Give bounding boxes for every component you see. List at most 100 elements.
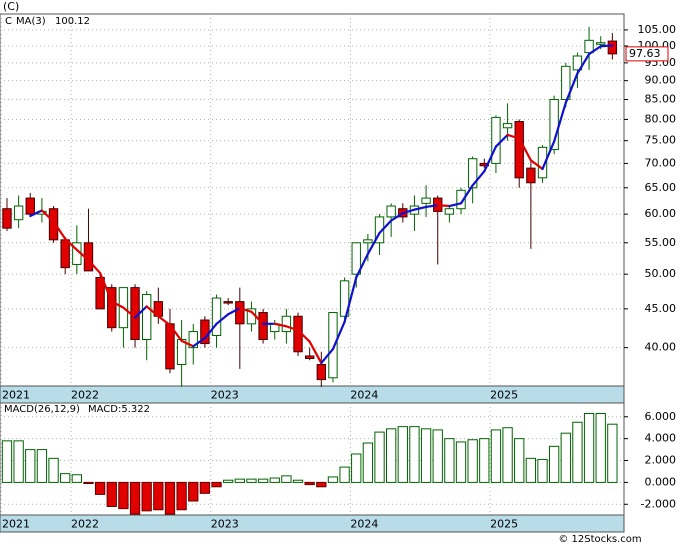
macd-bar xyxy=(199,481,211,494)
ma-line-segment xyxy=(168,324,183,342)
macd-bar xyxy=(490,429,502,483)
ma-line-segment xyxy=(448,202,463,208)
ma-line-segment xyxy=(75,248,90,262)
ma-line-segment xyxy=(308,340,323,365)
macd-bar xyxy=(537,458,548,483)
ma-line-segment xyxy=(122,306,137,319)
x-tick-label: 2024 xyxy=(350,389,378,402)
last-price-label: 97.63 xyxy=(629,47,661,60)
ma-line-segment xyxy=(599,44,614,48)
macd-bar xyxy=(351,453,362,483)
ma-line-segment xyxy=(99,271,113,303)
candle-body xyxy=(572,55,583,71)
candle-body xyxy=(328,312,338,379)
ma-line-segment xyxy=(390,212,404,222)
y-tick-label: 75.00 xyxy=(645,134,677,147)
candle-body xyxy=(107,287,117,329)
macd-bar xyxy=(223,479,234,483)
date-strip xyxy=(0,514,625,533)
candle-body xyxy=(386,205,396,218)
ma-line-segment xyxy=(40,209,55,223)
y-tick-label: 60.00 xyxy=(645,207,677,220)
macd-bar xyxy=(118,481,129,510)
candle-body xyxy=(25,197,35,215)
macd-bar xyxy=(269,477,280,483)
candle-body xyxy=(188,331,198,349)
y-tick-label: 2.000 xyxy=(645,454,677,467)
macd-bar xyxy=(211,481,222,488)
ma-line-segment xyxy=(331,320,346,351)
candle-body xyxy=(13,205,24,221)
ma-line-segment xyxy=(355,252,369,279)
x-tick-label: 2021 xyxy=(2,518,30,531)
macd-bar xyxy=(583,413,595,483)
macd-bar xyxy=(13,440,24,483)
y-tick-label: 85.00 xyxy=(645,92,677,105)
ma-line-segment xyxy=(343,276,358,323)
y-tick-label: 55.00 xyxy=(645,236,677,249)
y-tick-label: 65.00 xyxy=(645,181,677,194)
x-tick-label: 2025 xyxy=(490,518,518,531)
macd-bar xyxy=(397,426,408,483)
macd-bar xyxy=(502,427,513,483)
ma-line-segment xyxy=(553,101,567,143)
candle-body xyxy=(60,239,70,269)
ma-line-segment xyxy=(110,300,125,309)
legend-ma-name: MA(3) xyxy=(16,16,46,27)
macd-bar xyxy=(1,440,13,483)
candle-body xyxy=(304,355,315,360)
y-tick-label: 6.000 xyxy=(645,410,677,423)
y-tick-label: 45.00 xyxy=(645,302,677,315)
ma-line-segment xyxy=(378,219,393,235)
macd-bar xyxy=(525,457,537,483)
ma-line-segment xyxy=(483,145,498,173)
ma-line-segment xyxy=(285,325,300,332)
candle-body xyxy=(561,65,571,100)
macd-bar xyxy=(176,481,187,511)
candle-body xyxy=(351,242,361,275)
macd-bar xyxy=(257,478,269,483)
ma-line-segment xyxy=(471,170,486,187)
macd-bar xyxy=(374,431,385,483)
ma-line-segment xyxy=(145,305,160,318)
y-tick-label: 105.00 xyxy=(638,23,677,36)
macd-bar xyxy=(572,421,583,483)
candle-body xyxy=(235,301,245,325)
ma-line-segment xyxy=(541,140,556,171)
ma-line-segment xyxy=(494,133,509,148)
candle-body xyxy=(211,297,222,337)
candle-body xyxy=(467,158,478,189)
legend-current: MACD:5.322 xyxy=(88,404,150,415)
ma-line-segment xyxy=(227,307,241,316)
ma-line-segment xyxy=(366,231,381,256)
macd-bar xyxy=(234,478,245,483)
macd-bar xyxy=(246,478,257,483)
macd-bar xyxy=(362,442,374,483)
candle-body xyxy=(526,167,536,184)
macd-bar xyxy=(316,481,327,488)
ma-line-segment xyxy=(52,220,67,240)
macd-bar xyxy=(25,449,36,483)
footer: © 12Stocks.com xyxy=(558,534,641,545)
x-tick-label: 2022 xyxy=(71,518,99,531)
candle-body xyxy=(491,116,501,164)
macd-bar xyxy=(455,441,467,483)
y-tick-label: 4.000 xyxy=(645,432,677,445)
macd-bar xyxy=(164,481,176,515)
macd-bar xyxy=(304,481,315,486)
macd-bar xyxy=(36,449,48,483)
macd-bar xyxy=(106,481,117,507)
ma-line-segment xyxy=(401,208,416,215)
x-tick-label: 2024 xyxy=(350,518,378,531)
ma-line-segment xyxy=(320,347,335,365)
macd-bar xyxy=(560,432,571,483)
legend-ma-value: 100.12 xyxy=(55,16,90,27)
candle-body xyxy=(514,121,524,179)
macd-bar xyxy=(339,466,350,483)
ma-line-segment xyxy=(203,322,218,340)
ma-line-segment xyxy=(157,315,172,327)
ma-line-segment xyxy=(87,259,102,275)
ma-line-segment xyxy=(64,237,78,251)
macd-bar xyxy=(141,481,152,512)
ma-line-segment xyxy=(413,205,428,211)
